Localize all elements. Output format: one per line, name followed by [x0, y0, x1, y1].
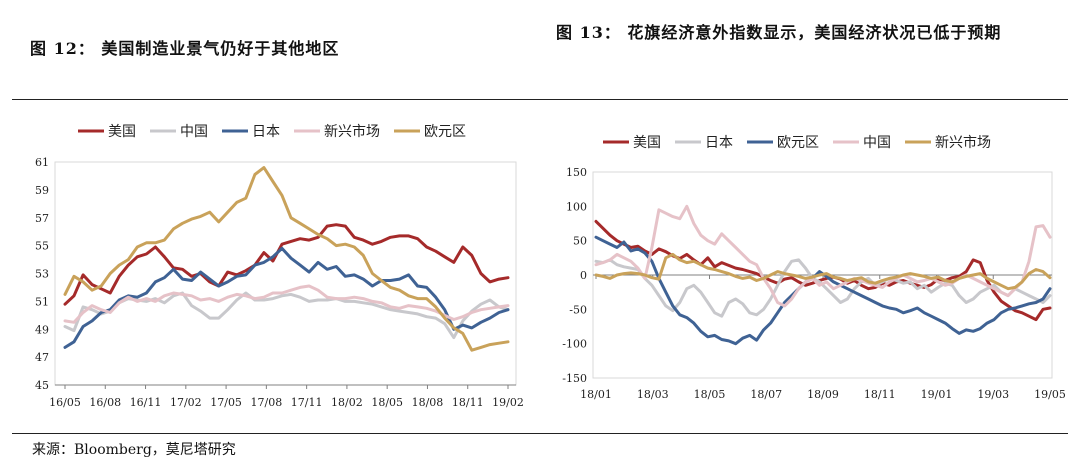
source-note: 来源：Bloomberg，莫尼塔研究	[32, 442, 236, 458]
y-tick-label: 49	[35, 323, 49, 336]
y-tick-label: 150	[566, 166, 587, 179]
y-tick-label: 61	[35, 156, 49, 169]
x-tick-label: 18/11	[864, 388, 896, 401]
y-tick-label: -100	[562, 338, 587, 351]
chart2-title: 图 13： 花旗经济意外指数显示，美国经济状况已低于预期	[556, 23, 1002, 42]
series-line-新兴市场	[594, 252, 1052, 291]
x-tick-label: 18/01	[580, 388, 612, 401]
legend-entry: 日本	[252, 124, 280, 140]
y-tick-label: 57	[35, 212, 49, 225]
y-tick-label: 51	[35, 295, 49, 308]
legend-entry: 新兴市场	[324, 123, 380, 140]
x-tick-label: 17/02	[170, 396, 202, 409]
chart1-plot: 45 47 49 51 53 55 57 59 61 16/05 16/08 16/11 17/02 17…	[35, 123, 524, 409]
y-tick-label: 47	[35, 351, 49, 364]
top-divider	[12, 99, 1068, 100]
series-line-日本	[594, 258, 1052, 318]
x-tick-label: 18/07	[750, 388, 782, 401]
legend-entry: 美国	[108, 124, 136, 140]
legend-entry: 欧元区	[424, 124, 466, 140]
x-tick-label: 18/08	[412, 396, 444, 409]
y-tick-label: -50	[569, 303, 587, 316]
series-line-日本	[63, 246, 510, 349]
y-tick-label: 45	[35, 379, 49, 392]
x-tick-label: 19/03	[977, 388, 1009, 401]
x-tick-label: 16/11	[130, 396, 162, 409]
x-tick-label: 17/05	[210, 396, 242, 409]
bottom-divider	[12, 433, 1068, 434]
y-tick-label: -150	[562, 372, 587, 385]
x-tick-label: 19/05	[1034, 388, 1066, 401]
y-tick-label: 59	[35, 184, 49, 197]
y-tick-label: 53	[35, 268, 49, 281]
x-tick-label: 19/01	[921, 388, 953, 401]
chart1-title: 图 12： 美国制造业景气仍好于其他地区	[30, 39, 340, 58]
chart2-plot: 150 100 50 0 -50 -100 -150 18/01 18/03 18/05 18/07…	[562, 134, 1066, 401]
series-line-中国	[594, 204, 1052, 308]
legend-entry: 中国	[863, 135, 891, 151]
series-line-新兴市场	[63, 284, 510, 324]
x-tick-label: 16/08	[89, 396, 121, 409]
y-tick-label: 55	[35, 240, 49, 253]
legend-entry: 中国	[180, 124, 208, 140]
x-tick-label: 18/05	[371, 396, 403, 409]
legend-entry: 欧元区	[777, 135, 819, 151]
x-tick-label: 17/08	[251, 396, 283, 409]
legend-entry: 新兴市场	[935, 134, 991, 151]
x-tick-label: 17/11	[291, 396, 323, 409]
y-tick-label: 0	[580, 269, 587, 282]
series-line-美国	[63, 223, 510, 306]
x-tick-label: 19/02	[492, 396, 524, 409]
x-tick-label: 18/02	[331, 396, 363, 409]
legend-entry: 美国	[633, 135, 661, 151]
plot-frame	[54, 161, 517, 386]
legend-entry: 日本	[705, 135, 733, 151]
x-tick-label: 18/05	[694, 388, 726, 401]
x-tick-label: 18/11	[452, 396, 484, 409]
x-tick-label: 18/09	[807, 388, 839, 401]
x-tick-label: 16/05	[49, 396, 81, 409]
y-tick-label: 50	[573, 235, 587, 248]
series-line-欧元区	[63, 166, 510, 352]
x-tick-label: 18/03	[637, 388, 669, 401]
y-tick-label: 100	[566, 200, 587, 213]
